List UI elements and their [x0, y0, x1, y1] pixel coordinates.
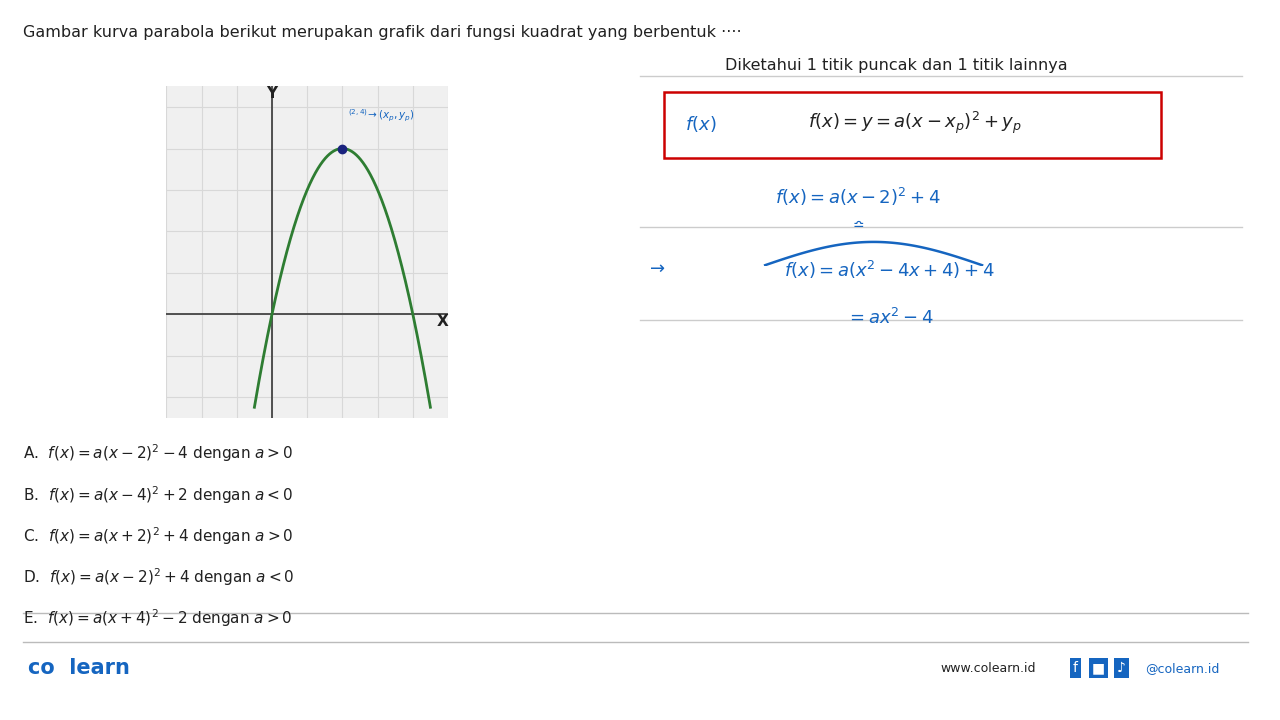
Text: $f(x) = y = a\left(x - x_p\right)^2 + y_p$: $f(x) = y = a\left(x - x_p\right)^2 + y_… — [809, 109, 1021, 136]
Text: ${}^{(2,4)}\!\rightarrow (x_p, y_p)$: ${}^{(2,4)}\!\rightarrow (x_p, y_p)$ — [348, 107, 415, 124]
Text: X: X — [436, 314, 448, 329]
Text: ■: ■ — [1092, 661, 1105, 675]
Text: Gambar kurva parabola berikut merupakan grafik dari fungsi kuadrat yang berbentu: Gambar kurva parabola berikut merupakan … — [23, 25, 741, 40]
Text: $= ax^2 - 4$: $= ax^2 - 4$ — [846, 308, 933, 328]
Text: D.  $f(x) = a(x-2)^2 + 4$ dengan $a < 0$: D. $f(x) = a(x-2)^2 + 4$ dengan $a < 0$ — [23, 566, 294, 588]
Bar — [664, 91, 1161, 158]
Text: co  learn: co learn — [28, 658, 131, 678]
Text: B.  $f(x) = a(x-4)^2 + 2$ dengan $a < 0$: B. $f(x) = a(x-4)^2 + 2$ dengan $a < 0$ — [23, 484, 293, 505]
Text: $\bumpeq$: $\bumpeq$ — [850, 216, 865, 230]
Text: @colearn.id: @colearn.id — [1146, 662, 1220, 675]
Text: f: f — [1073, 661, 1078, 675]
Text: $f(x)$: $f(x)$ — [685, 114, 717, 134]
Text: Y: Y — [266, 86, 278, 102]
Text: ♪: ♪ — [1117, 661, 1125, 675]
Text: www.colearn.id: www.colearn.id — [941, 662, 1037, 675]
Text: A.  $f(x) = a(x-2)^2 - 4$ dengan $a > 0$: A. $f(x) = a(x-2)^2 - 4$ dengan $a > 0$ — [23, 443, 293, 464]
Text: Diketahui 1 titik puncak dan 1 titik lainnya: Diketahui 1 titik puncak dan 1 titik lai… — [724, 58, 1068, 73]
Text: $f(x) = a(x - 2)^2 + 4$: $f(x) = a(x - 2)^2 + 4$ — [774, 186, 941, 208]
Text: E.  $f(x) = a(x+4)^2 - 2$ dengan $a > 0$: E. $f(x) = a(x+4)^2 - 2$ dengan $a > 0$ — [23, 607, 293, 629]
Text: $\rightarrow$: $\rightarrow$ — [646, 259, 666, 277]
Text: $f(x) = a(x^2 - 4x + 4) + 4$: $f(x) = a(x^2 - 4x + 4) + 4$ — [785, 259, 995, 282]
Text: C.  $f(x) = a(x+2)^2 + 4$ dengan $a > 0$: C. $f(x) = a(x+2)^2 + 4$ dengan $a > 0$ — [23, 525, 293, 546]
